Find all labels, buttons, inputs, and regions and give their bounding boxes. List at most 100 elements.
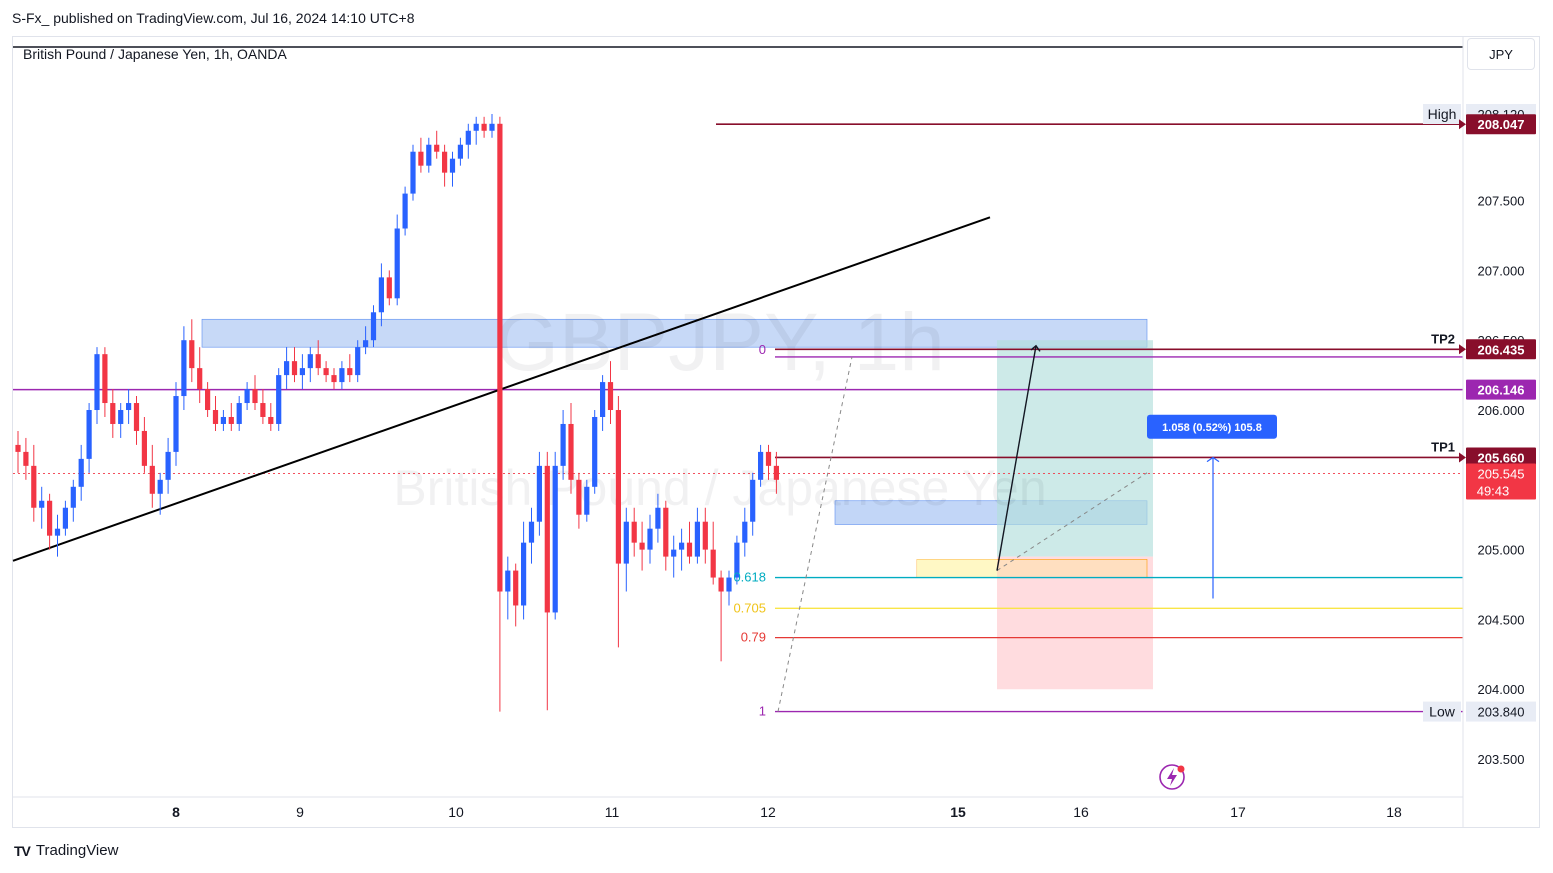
current-price-tag-value: 205.545 [1478,467,1525,482]
price-tag-value: 206.435 [1478,342,1525,357]
candle [165,437,171,494]
measure-arrow-head-icon [1206,456,1220,463]
candle-body [623,521,629,564]
lightning-glyph-icon [1167,768,1177,786]
candle-body [165,451,171,480]
trade-dashed-line [996,472,1148,571]
candle-body [323,368,329,376]
candle-body [315,354,321,369]
currency-button[interactable]: JPY [1467,38,1535,70]
candle [339,361,345,390]
candle-body [54,528,61,536]
candle [133,396,140,445]
candle [631,507,637,557]
candle-body [584,486,590,515]
candle [291,347,298,383]
candle-body [291,361,298,376]
candle [23,437,29,480]
low-price-value: 203.840 [1478,705,1525,720]
candle-body [694,521,700,557]
candle [54,514,61,557]
candle-body [110,403,116,424]
candle-body [31,465,37,508]
time-tick-label: 10 [448,804,464,820]
candle [299,354,305,390]
candle-body [457,144,463,159]
candle [315,340,321,376]
candle [39,486,45,529]
price-tag-value: 208.047 [1478,117,1525,132]
candle [78,444,84,501]
candle-body [718,577,724,592]
high-tag-label: High [1428,106,1457,122]
candle [15,430,21,473]
candle [750,472,756,536]
candle [607,361,614,424]
candle [212,396,219,431]
price-tag-arrow-icon [1459,344,1466,355]
candle [702,507,708,564]
candle [347,354,353,383]
supply-zone [201,318,1148,348]
candle-body [212,410,219,424]
candle-body [536,465,542,522]
alert-dot-icon [1177,765,1185,773]
annotations-layer: 0 0.618 0.705 0.79 1 1.058 (0.52%) 105.8 TP2 TP… [733,331,1455,790]
levels-layer [12,46,1463,713]
candle [268,403,274,431]
candle-body [489,123,495,131]
candle [481,116,487,138]
candle [773,451,779,494]
measure-badge-label: 1.058 (0.52%) 105.8 [1162,422,1262,434]
candle [236,396,242,431]
candle [47,493,53,550]
candle-body [410,151,416,194]
take-profit-zone [997,340,1153,557]
candle-body [465,130,471,145]
candle-body [607,382,614,411]
chart-frame[interactable] [12,36,1540,828]
candle [118,403,124,438]
tp-label: TP2 [1431,331,1455,346]
candle [734,535,740,585]
candle [568,403,574,494]
candle-body [39,500,45,508]
candle [197,347,203,404]
candle [434,130,440,159]
symbol-title[interactable]: British Pound / Japanese Yen, 1h, OANDA [23,46,287,62]
candle [442,144,448,187]
candle-body [679,542,685,550]
tradingview-logo-icon: TV [14,842,31,859]
fib-label: 0 [759,342,766,357]
footer-brand[interactable]: TV TradingView [14,842,118,859]
fib-swing-line [777,356,853,712]
candle-body [94,354,100,411]
candle-body [126,403,132,411]
low-tag-bg [1423,701,1461,722]
projection-arrow-head-icon [1030,344,1041,352]
candle-body [370,312,377,341]
price-tick-label: 203.500 [1478,752,1525,767]
price-tag-arrow-icon [1459,452,1466,463]
candle-body [355,347,361,376]
candle-body [481,123,487,131]
candle [181,326,187,411]
candle-body [78,458,84,487]
fib-label: 0.618 [733,570,766,585]
candle [592,410,598,494]
candle-body [434,144,440,152]
candle-body [260,403,266,417]
tp-label: TP1 [1431,439,1455,454]
candle-body [734,542,740,578]
axes-layer: 207.500207.000206.500206.000205.000204.5… [13,37,1536,828]
price-tick-label: 207.000 [1478,263,1525,278]
candle-body [173,396,179,452]
candle [244,382,250,411]
candle-body [726,577,732,592]
candle-body [568,423,574,480]
candle-body [773,465,779,480]
candle-body [552,465,558,613]
candle-body [244,389,250,404]
candle [363,326,369,355]
